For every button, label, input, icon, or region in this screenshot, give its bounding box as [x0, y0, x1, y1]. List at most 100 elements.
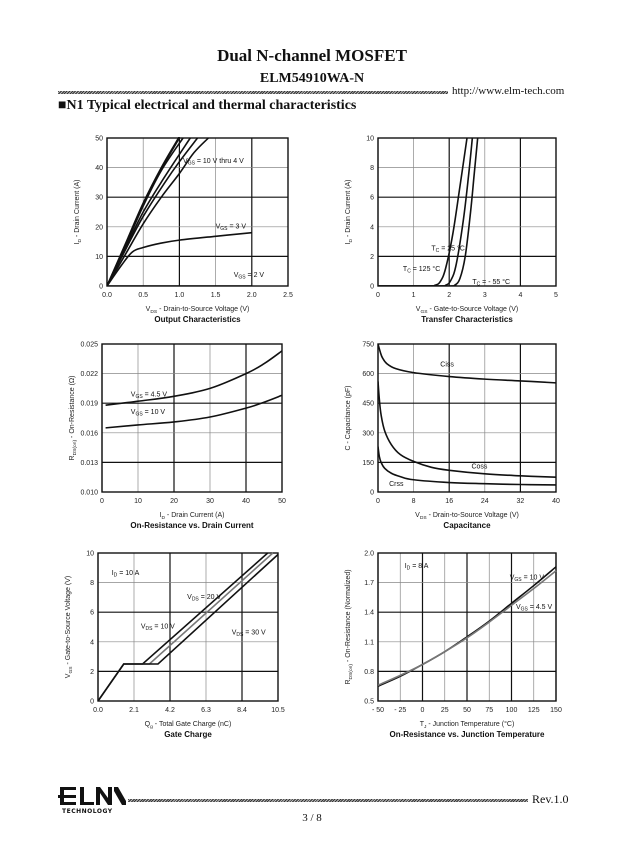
y-tick-label: 4 [370, 224, 374, 231]
annotation-label: ID = 10 A [112, 570, 140, 579]
x-axis-label: VDS - Drain-to-Source Voltage (V) [146, 306, 250, 315]
x-axis-label: VGS - Gate-to-Source Voltage (V) [416, 306, 518, 315]
y-tick-label: 2 [90, 669, 94, 676]
plot-frame [377, 552, 557, 702]
plot-frame [97, 552, 279, 702]
x-tick-label: 2 [447, 292, 451, 299]
annotation-label: Crss [389, 481, 404, 488]
series-line-vgs-10-v [105, 394, 283, 429]
y-tick-label: 40 [95, 165, 103, 172]
x-tick-label: 0 [376, 292, 380, 299]
footer-rule [128, 799, 528, 802]
y-tick-label: 0.5 [364, 699, 374, 706]
series-line-vgs-4-5-v [105, 350, 283, 406]
y-tick-label: 0.016 [80, 430, 98, 437]
y-tick-label: 2 [370, 254, 374, 261]
x-tick-label: 50 [463, 707, 471, 714]
series-group [107, 137, 252, 286]
x-tick-label: 8.4 [237, 707, 247, 714]
y-tick-label: 0.8 [364, 669, 374, 676]
y-axis-label: VGS - Gate-to-Source Voltage (V) [65, 576, 74, 678]
website-url[interactable]: http://www.elm-tech.com [452, 85, 565, 97]
x-tick-label: 16 [445, 498, 453, 505]
section-title: ■N1 Typical electrical and thermal chara… [58, 98, 357, 113]
y-tick-label: 600 [362, 371, 374, 378]
series-line-crss [378, 446, 557, 486]
x-axis-label: TJ - Junction Temperature (°C) [420, 720, 515, 730]
series-line-vgs-4-v [107, 137, 209, 286]
on-resistance-vs-drain-current-chart: 0 10 20 30 40 50 0.010 0.013 0.016 0.019 0.022 0.02… [62, 340, 292, 540]
series-line-ciss [378, 343, 557, 384]
series-line-tc-25-c [378, 137, 474, 286]
y-tick-label: 0 [370, 490, 374, 497]
output-characteristics-chart: 0.0 0.5 1.0 1.5 2.0 2.5 0 10 20 30 40 50 VGS = 10 V … [62, 134, 298, 334]
x-tick-label: - 25 [394, 707, 406, 714]
x-tick-label: 8 [412, 498, 416, 505]
x-tick-label: 2.0 [247, 292, 257, 299]
annotation-label: Ciss [440, 362, 454, 369]
annotation-label: VGS = 4.5 V [516, 604, 553, 613]
x-tick-label: 2.1 [129, 707, 139, 714]
series-line-vgs-3-v [107, 231, 252, 286]
on-resistance-vs-junction-temperature-chart: - 50 - 25 0 25 50 75 100 125 150 0.5 0.8 1.1 1.4 1.7 2… [322, 548, 566, 749]
y-tick-label: 450 [362, 401, 374, 408]
x-tick-label: 125 [528, 707, 540, 714]
series-group [378, 566, 557, 687]
y-tick-label: 10 [366, 136, 374, 143]
y-tick-label: 6 [90, 610, 94, 617]
chart-title: On-Resistance vs. Drain Current [130, 521, 253, 530]
annotation-label: VDS = 30 V [232, 629, 266, 638]
part-number: ELM54910WA-N [259, 71, 365, 86]
y-tick-label: 0.010 [80, 490, 98, 497]
x-axis-label: ID - Drain Current (A) [159, 512, 224, 521]
x-tick-label: 0 [421, 707, 425, 714]
x-tick-label: 30 [206, 498, 214, 505]
gate-charge-chart: 0.0 2.1 4.2 6.3 8.4 10.5 0 2 4 6 8 10 ID = 10 A VDS =… [62, 548, 288, 749]
annotation-label: VGS = 10 V [510, 575, 545, 584]
y-tick-label: 300 [362, 430, 374, 437]
annotation-label: TC = 25 °C [431, 244, 464, 254]
series-group [378, 343, 557, 486]
y-tick-label: 0.022 [80, 371, 98, 378]
y-tick-label: 1.7 [364, 580, 374, 587]
chart-title: Gate Charge [164, 730, 212, 739]
x-axis-label: VDS - Drain-to-Source Voltage (V) [415, 512, 519, 521]
series-group [378, 137, 479, 286]
series-line-vgs-4-5-v [378, 570, 557, 686]
header-rule [58, 91, 448, 94]
plot-frame [101, 343, 283, 493]
y-tick-label: 150 [362, 460, 374, 467]
y-tick-label: 10 [95, 254, 103, 261]
chart-title: Capacitance [443, 521, 491, 530]
y-tick-label: 10 [86, 551, 94, 558]
plot-frame [377, 137, 557, 287]
x-tick-label: 0 [100, 498, 104, 505]
y-tick-label: 0.013 [80, 460, 98, 467]
y-tick-label: 4 [90, 639, 94, 646]
x-tick-label: 25 [441, 707, 449, 714]
x-tick-label: 100 [506, 707, 518, 714]
series-line-tc-55-c [378, 137, 479, 286]
y-tick-label: 30 [95, 195, 103, 202]
annotation-label: VDS = 20 V [187, 594, 221, 603]
annotation-label: VGS = 3 V [216, 223, 247, 232]
x-tick-label: 24 [481, 498, 489, 505]
elm-logo-icon [58, 787, 126, 805]
annotation-label: TC = - 55 °C [472, 278, 510, 288]
y-axis-label: ID - Drain Current (A) [74, 179, 83, 244]
logo-subtext: TECHNOLOGY [62, 808, 113, 815]
x-tick-label: 50 [278, 498, 286, 505]
y-axis-label: RDS(on) - On-Resistance (Normalized) [345, 569, 354, 684]
annotation-label: VGS = 10 V [131, 409, 166, 418]
x-tick-label: 0 [376, 498, 380, 505]
x-tick-label: 10.5 [271, 707, 285, 714]
x-tick-label: 20 [170, 498, 178, 505]
x-tick-label: 10 [134, 498, 142, 505]
x-tick-label: 40 [552, 498, 560, 505]
y-tick-label: 20 [95, 224, 103, 231]
x-tick-label: 150 [550, 707, 562, 714]
y-tick-label: 750 [362, 342, 374, 349]
annotation-label: VGS = 2 V [234, 272, 265, 281]
y-tick-label: 8 [90, 580, 94, 587]
series-line-vgs-4-5-v [107, 137, 199, 286]
